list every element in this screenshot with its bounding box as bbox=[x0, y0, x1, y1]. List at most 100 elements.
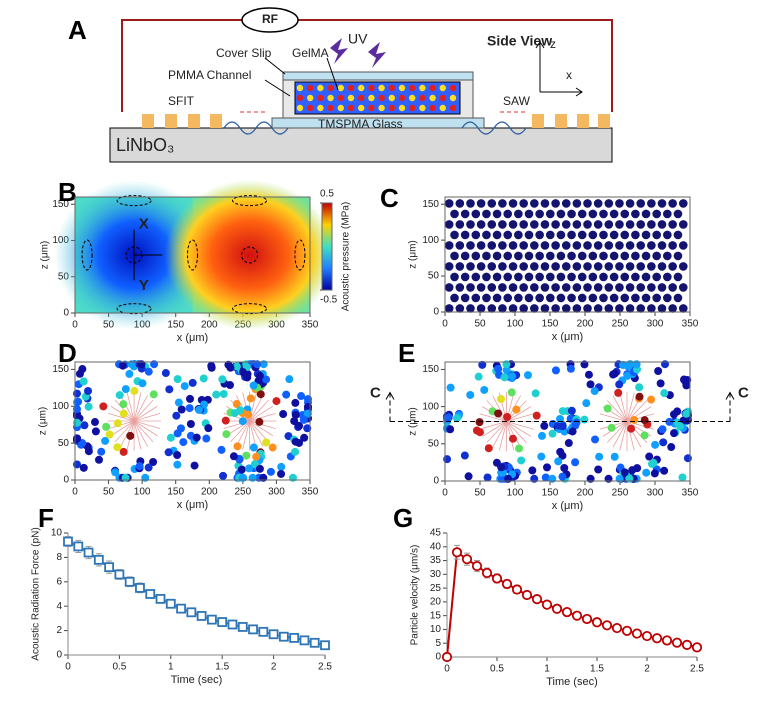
particle bbox=[567, 293, 576, 303]
particle bbox=[663, 230, 672, 240]
stream bbox=[230, 420, 250, 443]
y-tick-label: 30 bbox=[430, 569, 442, 580]
pattern-dot bbox=[439, 84, 446, 92]
particle bbox=[545, 293, 555, 303]
particle bbox=[540, 262, 550, 271]
particle bbox=[632, 360, 641, 369]
x-tick-label: 2 bbox=[644, 664, 650, 675]
particle bbox=[172, 411, 181, 420]
particle bbox=[90, 418, 99, 427]
particle bbox=[115, 391, 124, 400]
label: TMSPMA Glass bbox=[318, 117, 403, 131]
y-tick-label: 50 bbox=[428, 271, 440, 282]
stream bbox=[133, 405, 158, 422]
marker bbox=[207, 614, 217, 625]
particle bbox=[624, 362, 633, 371]
particle bbox=[652, 272, 661, 282]
particle bbox=[561, 220, 571, 229]
x-axis-label: x (μm) bbox=[177, 499, 208, 511]
particle bbox=[604, 283, 614, 292]
particle bbox=[588, 272, 598, 282]
particle bbox=[299, 415, 308, 424]
marker bbox=[651, 633, 663, 644]
particle bbox=[678, 304, 688, 313]
x-tick-label: 150 bbox=[542, 488, 559, 499]
particle bbox=[651, 440, 660, 449]
particle bbox=[464, 472, 473, 481]
marker bbox=[73, 541, 84, 552]
particle bbox=[460, 451, 469, 460]
particle bbox=[678, 220, 688, 229]
heatmap-high bbox=[164, 180, 335, 330]
gelma-pattern bbox=[296, 84, 457, 112]
pattern-dot bbox=[337, 94, 344, 102]
particle bbox=[586, 474, 595, 483]
particle bbox=[455, 304, 465, 313]
particle bbox=[556, 251, 566, 261]
particle bbox=[641, 230, 651, 240]
particle bbox=[678, 262, 688, 271]
particle bbox=[678, 199, 688, 208]
y-tick-label: 0 bbox=[56, 650, 62, 661]
particle bbox=[649, 458, 658, 467]
stream bbox=[506, 413, 534, 422]
marker bbox=[631, 628, 643, 639]
particle bbox=[450, 209, 459, 219]
particle bbox=[645, 452, 654, 461]
particle bbox=[530, 474, 539, 483]
particle bbox=[537, 452, 546, 461]
marker bbox=[611, 622, 623, 634]
particle bbox=[647, 199, 656, 208]
stream bbox=[626, 400, 648, 422]
particle bbox=[561, 304, 571, 313]
y-tick-label: 100 bbox=[422, 401, 439, 412]
particle bbox=[652, 293, 661, 303]
x-tick-label: 1.5 bbox=[215, 662, 229, 673]
panel-label: A bbox=[68, 15, 87, 45]
pattern-dot bbox=[449, 84, 457, 92]
stream bbox=[242, 420, 250, 450]
stream bbox=[479, 421, 507, 430]
particle bbox=[444, 413, 453, 422]
x-tick-label: 200 bbox=[201, 320, 218, 331]
y-tick-label: 10 bbox=[430, 624, 442, 635]
particle bbox=[610, 452, 619, 461]
particle bbox=[492, 251, 502, 261]
particle bbox=[659, 438, 668, 447]
particle bbox=[663, 272, 672, 282]
particle bbox=[564, 439, 573, 448]
annotation: Y bbox=[139, 277, 149, 294]
particle bbox=[113, 419, 122, 428]
particle bbox=[262, 375, 271, 384]
particle bbox=[455, 220, 465, 229]
axis-cross bbox=[133, 229, 163, 281]
pattern-dot bbox=[449, 104, 457, 112]
substrate-label: LiNbO₃ bbox=[116, 135, 174, 155]
particle bbox=[507, 388, 516, 397]
pattern-dot bbox=[296, 104, 304, 112]
particle bbox=[492, 272, 502, 282]
x-tick-label: 1.5 bbox=[590, 664, 604, 675]
particle bbox=[141, 473, 150, 482]
particle bbox=[515, 444, 524, 453]
particle bbox=[444, 199, 454, 208]
particle bbox=[577, 251, 587, 261]
particle bbox=[238, 473, 247, 482]
marker bbox=[217, 617, 228, 627]
particle bbox=[84, 402, 93, 411]
particle bbox=[161, 369, 170, 378]
particle bbox=[508, 220, 518, 229]
particle bbox=[297, 392, 306, 401]
node-outline bbox=[294, 239, 306, 271]
particle bbox=[476, 220, 486, 229]
particle bbox=[594, 465, 603, 474]
pattern-dot bbox=[439, 104, 446, 112]
y-tick-label: 8 bbox=[56, 552, 62, 563]
marker bbox=[481, 567, 493, 579]
particle bbox=[593, 241, 603, 250]
particle bbox=[636, 262, 646, 271]
particle bbox=[551, 199, 560, 208]
particle bbox=[615, 283, 624, 292]
particle bbox=[531, 389, 540, 398]
particle bbox=[285, 375, 294, 384]
